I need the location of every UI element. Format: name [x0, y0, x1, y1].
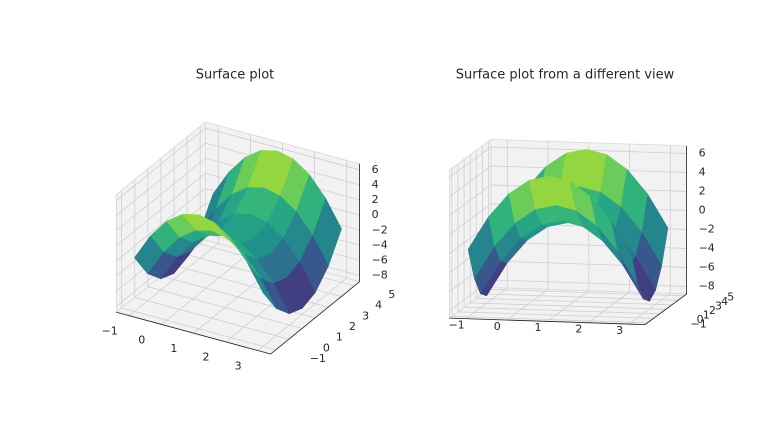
grid-line: [457, 311, 654, 319]
tick-label: 6: [372, 163, 379, 176]
grid-line: [449, 203, 492, 235]
grid-line: [116, 173, 206, 247]
tick-label: 0: [323, 341, 330, 354]
tick-label: 2: [575, 322, 582, 335]
grid-line: [116, 157, 206, 231]
axis-line: [116, 311, 271, 355]
tick-label: 2: [699, 184, 706, 197]
tick-label: 2: [372, 193, 379, 206]
grid-line: [449, 165, 492, 197]
tick-label: −2: [372, 223, 388, 236]
chart-title: Surface plot: [196, 68, 275, 83]
tick-label: 2: [203, 351, 210, 364]
tick-label: 1: [170, 342, 177, 355]
tick-label: 1: [535, 321, 542, 334]
tick-label: 3: [616, 324, 623, 337]
grid-line: [476, 297, 672, 306]
tick-label: 6: [699, 146, 706, 159]
tick-label: −8: [372, 269, 388, 282]
grid-line: [147, 286, 303, 329]
grid-line: [121, 307, 276, 351]
tick-label: 0: [494, 320, 501, 333]
tick-label: 4: [699, 165, 706, 178]
tick-label: −6: [699, 260, 715, 273]
grid-line: [464, 306, 660, 315]
tick-label: −1: [102, 325, 118, 338]
surface-face: [590, 196, 618, 250]
tick-label: 0: [138, 333, 145, 346]
axis-line: [270, 281, 360, 355]
tick-label: 1: [703, 308, 710, 321]
tick-label: 0: [697, 313, 704, 326]
grid-line: [116, 188, 206, 262]
tick-label: 2: [349, 320, 356, 333]
grid-line: [116, 127, 206, 201]
tick-label: 3: [235, 359, 242, 372]
tick-label: 4: [372, 178, 379, 191]
tick-label: −4: [699, 241, 715, 254]
grid-line: [205, 127, 360, 171]
grid-line: [116, 142, 206, 216]
tick-label: 3: [362, 309, 369, 322]
tick-label: 4: [721, 295, 728, 308]
grid-line: [449, 146, 492, 178]
tick-label: 3: [715, 299, 722, 312]
grid-line: [470, 302, 666, 310]
axis-line: [644, 293, 687, 325]
axis-line: [449, 317, 646, 326]
tick-label: 1: [336, 331, 343, 344]
tick-label: −1: [448, 318, 464, 331]
tick-label: 0: [372, 208, 379, 221]
grid-line: [451, 315, 648, 324]
tick-label: 5: [388, 288, 395, 301]
tick-label: −2: [699, 222, 715, 235]
tick-label: −1: [691, 317, 707, 330]
surface-face: [230, 238, 261, 278]
tick-label: 4: [375, 299, 382, 312]
tick-label: 2: [709, 304, 716, 317]
tick-label: −1: [310, 352, 326, 365]
tick-label: −8: [699, 279, 715, 292]
tick-label: −6: [372, 253, 388, 266]
chart-title: Surface plot from a different view: [456, 68, 675, 83]
tick-label: 0: [699, 203, 706, 216]
tick-label: −4: [372, 238, 388, 251]
grid-line: [134, 296, 290, 340]
grid-line: [449, 184, 492, 216]
tick-label: 5: [727, 290, 734, 303]
